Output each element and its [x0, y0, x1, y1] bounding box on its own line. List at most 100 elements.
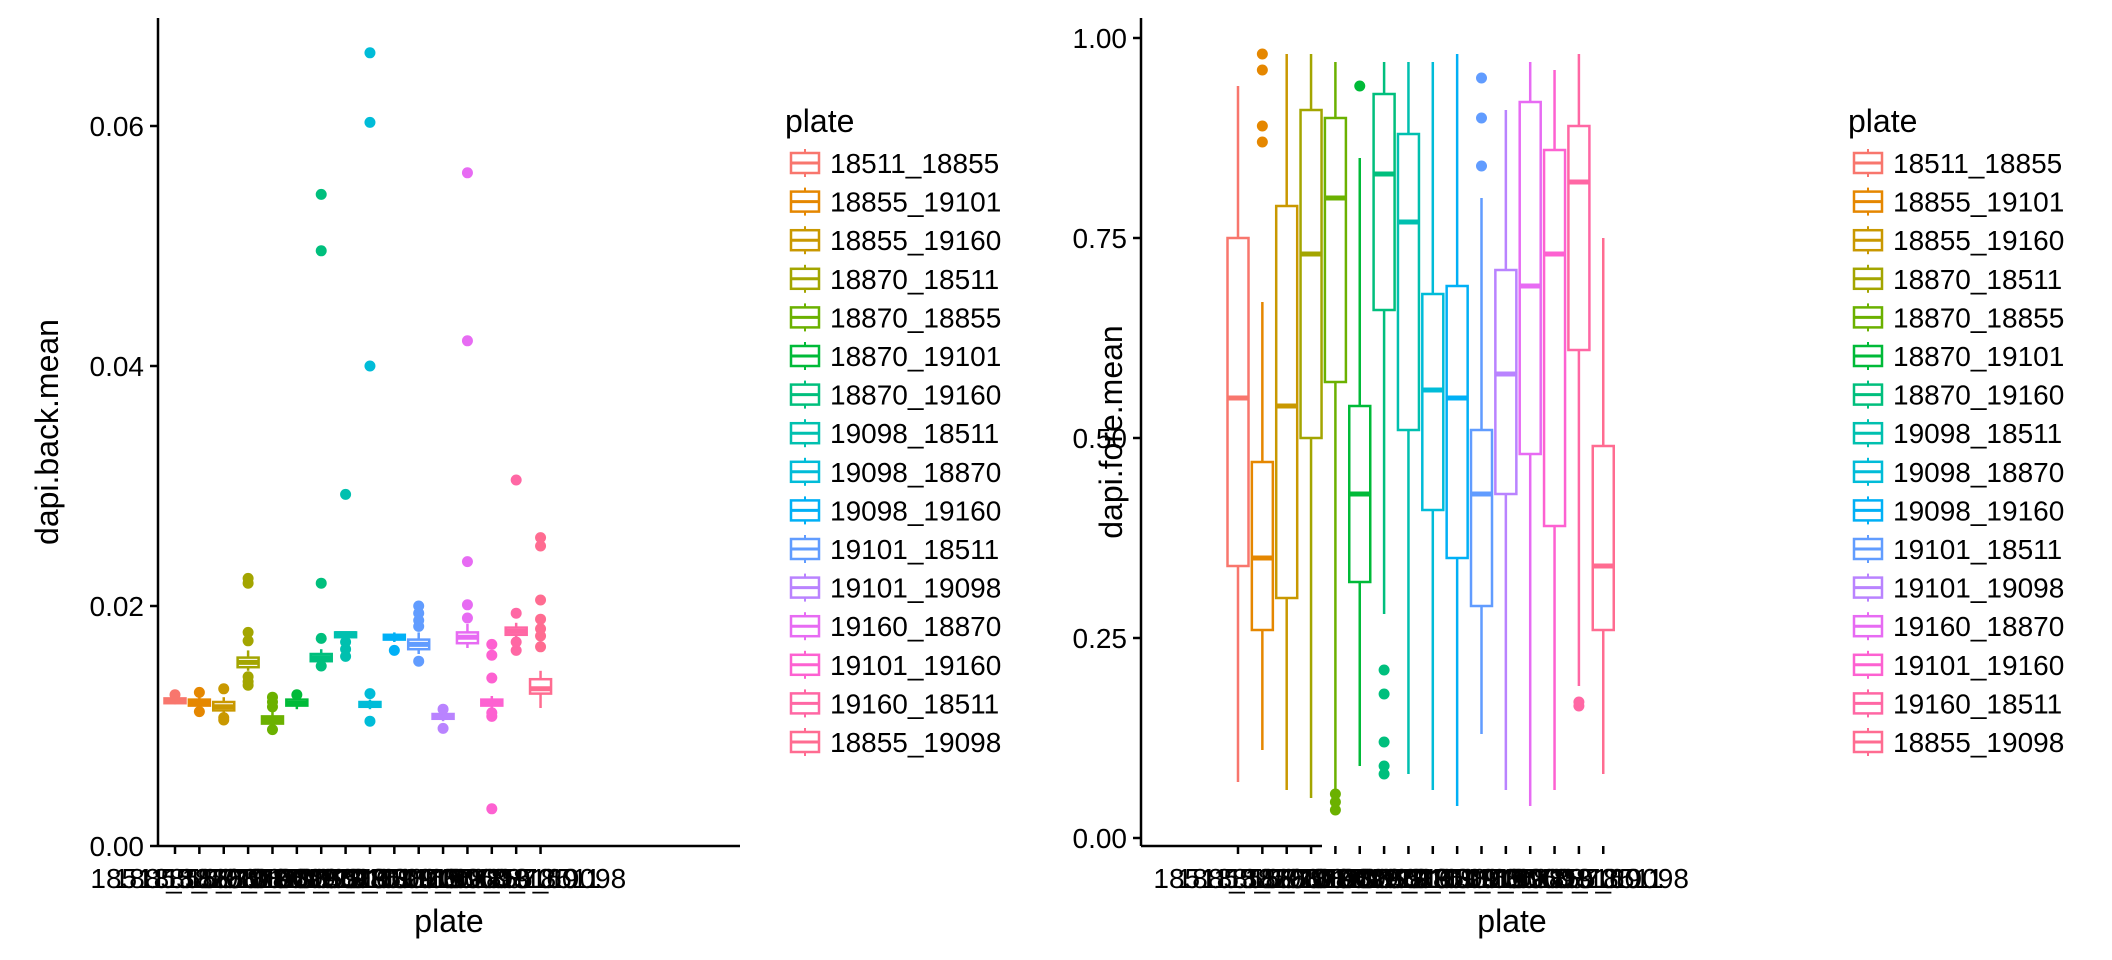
- box-19101_19098: [1494, 110, 1518, 790]
- legend-item: 18855_19160: [1852, 225, 2064, 256]
- outlier-point: [535, 613, 547, 625]
- legend-label: 19101_19098: [1893, 573, 2064, 604]
- x-tick-label: 19160_18870: [1445, 863, 1616, 894]
- outlier-point: [461, 556, 473, 568]
- legend-label: 18870_19101: [1893, 341, 2064, 372]
- outlier-point: [364, 360, 376, 372]
- legend-label: 19101_19160: [1893, 650, 2064, 681]
- x-ticks: 18511_1885518855_1910118855_1916018870_1…: [1153, 846, 1689, 894]
- outlier-point: [266, 691, 278, 703]
- box-18855_19101: [187, 686, 212, 718]
- outlier-point: [364, 715, 376, 727]
- outlier-point: [486, 638, 498, 650]
- x-tick-label: 19101_19098: [357, 863, 528, 894]
- box-iqr: [1494, 268, 1518, 496]
- outlier-point: [1476, 72, 1487, 84]
- legend-item: 18870_18511: [789, 264, 999, 295]
- outlier-point: [315, 660, 327, 672]
- legend-label: 19098_18870: [1893, 457, 2064, 488]
- legend-item: 18855_19160: [789, 225, 1001, 256]
- box-18855_19098: [528, 532, 553, 708]
- legend-label: 19098_19160: [1893, 495, 2064, 526]
- outlier-point: [364, 47, 376, 59]
- outlier-point: [535, 641, 547, 653]
- legend-label: 19101_19160: [830, 650, 1001, 681]
- y-ticks: 0.00 0.02 0.04 0.06: [90, 111, 158, 862]
- x-tick-label: 18870_19101: [211, 863, 382, 894]
- outlier-point: [1378, 688, 1390, 700]
- box-iqr: [1226, 236, 1250, 568]
- outlier-point: [486, 707, 498, 719]
- x-tick-label: 19101_19160: [406, 863, 577, 894]
- legend-item: 19098_18870: [789, 457, 1001, 488]
- outlier-point: [535, 540, 547, 552]
- legend-label: 18870_18855: [830, 302, 1001, 333]
- outlier-point: [437, 703, 449, 715]
- legend-label: 19160_18511: [830, 688, 999, 719]
- outlier-point: [1378, 760, 1390, 772]
- legend-label: 18855_19098: [1893, 727, 2064, 758]
- y-tick-label: 0.50: [1073, 423, 1128, 454]
- box-18855_19160: [211, 683, 236, 726]
- outlier-point: [510, 607, 522, 619]
- x-tick-label: 19101_18511: [334, 863, 503, 894]
- box-iqr: [1299, 108, 1323, 440]
- y-tick-label: 0.75: [1073, 223, 1128, 254]
- outlier-point: [510, 474, 522, 486]
- outlier-point: [535, 532, 547, 544]
- outlier-point: [315, 245, 327, 257]
- legend-label: 19101_18511: [830, 534, 999, 565]
- y-tick-label: 0.00: [1073, 823, 1128, 854]
- legend-label: 18511_18855: [830, 148, 999, 179]
- legend-items: 18511_18855 18855_19101 18855_19160 18870_1…: [789, 148, 1001, 758]
- box-19101_18511: [406, 600, 431, 667]
- x-ticks: 18511_1885518855_1910118855_1916018870_1…: [90, 846, 626, 894]
- legend-item: 18855_19101: [1852, 187, 2064, 218]
- box-18870_19160: [1372, 62, 1396, 780]
- box-iqr: [1323, 116, 1348, 384]
- y-tick-label: 1.00: [1073, 23, 1128, 54]
- legend-item: 18870_18855: [789, 302, 1001, 333]
- outlier-point: [169, 689, 181, 701]
- y-axis-title: dapi.back.mean: [29, 319, 65, 545]
- legend-label: 19098_18870: [830, 457, 1001, 488]
- x-tick-label: 18870_18855: [1250, 863, 1421, 894]
- x-tick-label: 19101_19160: [1469, 863, 1640, 894]
- legend-item: 19098_18511: [789, 418, 999, 449]
- x-tick-label: 19098_19160: [1372, 863, 1543, 894]
- x-tick-label: 18855_19160: [138, 863, 309, 894]
- legend-label: 19101_18511: [1893, 534, 2062, 565]
- legend-item: 18870_19101: [789, 341, 1001, 372]
- box-iqr: [1396, 132, 1421, 432]
- legend-label: 18855_19101: [830, 187, 1001, 218]
- legend-item: 19160_18870: [1852, 611, 2064, 642]
- box-18855_19101: [1250, 48, 1275, 750]
- legend-item: 18870_18511: [1852, 264, 2062, 295]
- y-axis-title: dapi.fore.mean: [1093, 325, 1129, 538]
- box-18870_18511: [236, 572, 260, 691]
- x-tick-label: 18870_19160: [1298, 863, 1469, 894]
- legend-item: 18870_19101: [1852, 341, 2064, 372]
- y-tick-label: 0.04: [90, 351, 145, 382]
- y-tick-label: 0.00: [90, 831, 145, 862]
- outlier-point: [242, 671, 254, 683]
- x-tick-label: 19098_19160: [309, 863, 480, 894]
- box-18855_19160: [1274, 54, 1299, 790]
- outlier-point: [364, 116, 376, 128]
- legend-title: plate: [785, 103, 854, 139]
- box-19101_19160: [480, 638, 504, 815]
- box-18870_18855: [260, 691, 285, 736]
- legend-label: 18855_19160: [1893, 225, 2064, 256]
- outlier-point: [291, 689, 303, 701]
- legend-label: 18855_19098: [830, 727, 1001, 758]
- legend-item: 19101_19098: [1852, 573, 2064, 604]
- outlier-point: [242, 626, 254, 638]
- legend-item: 18870_19160: [1852, 380, 2064, 411]
- legend-label: 18870_19101: [830, 341, 1001, 372]
- outlier-point: [413, 655, 425, 667]
- legend-label: 19101_19098: [830, 573, 1001, 604]
- legend-label: 18870_19160: [1893, 380, 2064, 411]
- x-axis-title: plate: [414, 903, 483, 939]
- box-19160_18511: [1567, 54, 1591, 712]
